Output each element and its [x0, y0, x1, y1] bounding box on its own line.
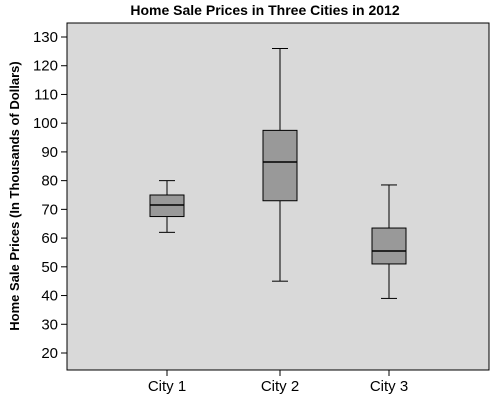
y-tick-label: 20 — [41, 345, 58, 362]
x-category-label: City 1 — [148, 378, 186, 395]
y-tick-label: 100 — [33, 115, 58, 132]
y-tick-label: 90 — [41, 144, 58, 161]
y-tick-label: 130 — [33, 29, 58, 46]
y-tick-label: 40 — [41, 288, 58, 305]
x-category-label: City 3 — [370, 378, 408, 395]
iqr-box — [371, 227, 407, 265]
y-tick-label: 30 — [41, 316, 58, 333]
y-axis: 20 30 40 50 60 70 80 90 100 110 120 130 — [33, 29, 67, 362]
iqr-box — [262, 129, 298, 202]
y-tick-label: 60 — [41, 230, 58, 247]
box-3 — [371, 184, 407, 299]
y-tick-label: 70 — [41, 201, 58, 218]
x-category-label: City 2 — [261, 378, 299, 395]
x-axis: City 1 City 2 City 3 — [148, 370, 408, 395]
y-tick-label: 120 — [33, 58, 58, 75]
y-axis-label: Home Sale Prices (In Thousands of Dollar… — [7, 61, 22, 330]
y-tick-label: 110 — [34, 86, 58, 103]
y-tick-label: 50 — [41, 259, 58, 276]
chart-title: Home Sale Prices in Three Cities in 2012 — [130, 2, 399, 18]
y-tick-label: 80 — [41, 173, 58, 190]
boxes-group — [149, 47, 407, 299]
box-2 — [262, 47, 298, 282]
box-1 — [149, 180, 185, 233]
